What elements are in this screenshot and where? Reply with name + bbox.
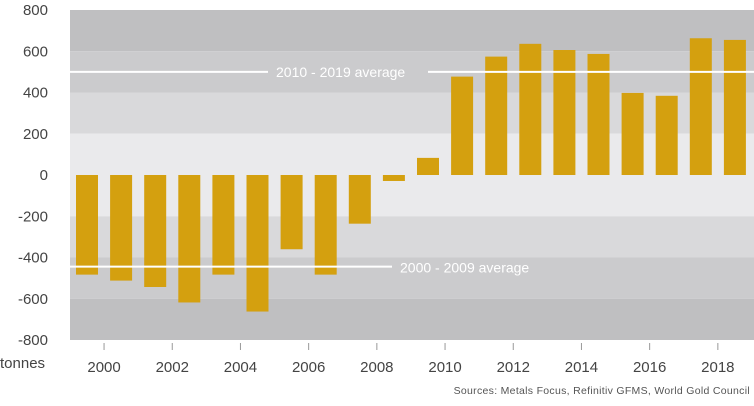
bar-2011 (451, 76, 474, 175)
y-tick-label: 600 (23, 43, 48, 60)
background-band (70, 298, 754, 340)
x-tick-label: 2018 (701, 359, 734, 376)
bar-2013 (519, 43, 542, 176)
background-band (70, 133, 754, 175)
x-tick-label: 2008 (360, 359, 393, 376)
x-axis: 2000 2002 2004 2006 2008 2010 2012 2014 2016 2018 (87, 343, 735, 376)
y-tick-label: 800 (23, 2, 48, 19)
bars (76, 38, 746, 312)
average-label-2010-2019: 2010 - 2019 average (276, 64, 405, 80)
bar-2006 (280, 175, 303, 250)
average-label-2000-2009: 2000 - 2009 average (400, 260, 529, 276)
background-bands (70, 10, 754, 340)
background-band (70, 10, 754, 52)
x-tick-label: 2010 (428, 359, 461, 376)
y-tick-label: 200 (23, 126, 48, 143)
x-tick-label: 2006 (292, 359, 325, 376)
average-lines: 2010 - 2019 average 2000 - 2009 average (70, 64, 754, 276)
bar-2015 (587, 53, 610, 175)
bar-2000 (76, 175, 98, 275)
y-axis-unit-label: tonnes (0, 355, 45, 372)
bar-2001 (110, 175, 133, 281)
background-band (70, 175, 754, 217)
bar-2016 (621, 92, 644, 175)
bar-2008 (348, 175, 371, 224)
bar-2007 (314, 175, 337, 275)
source-note: Sources: Metals Focus, Refinitiv GFMS, W… (454, 385, 750, 397)
y-tick-label: -400 (18, 250, 48, 267)
bar-2002 (144, 175, 167, 287)
x-tick-label: 2012 (497, 359, 530, 376)
y-axis: 800 600 400 200 0 -200 -400 -600 -800 (18, 2, 48, 349)
x-tick-label: 2014 (565, 359, 598, 376)
y-tick-label: -800 (18, 332, 48, 349)
bar-2010 (417, 157, 439, 175)
bar-2018 (689, 38, 712, 175)
y-tick-label: -200 (18, 208, 48, 225)
bar-2004 (212, 175, 235, 275)
bar-2014 (553, 50, 576, 176)
background-band (70, 92, 754, 134)
bar-2003 (178, 175, 201, 303)
x-tick-label: 2016 (633, 359, 666, 376)
y-tick-label: -600 (18, 291, 48, 308)
x-tick-label: 2002 (156, 359, 189, 376)
background-band (70, 216, 754, 258)
bar-2005 (246, 175, 269, 312)
bar-2017 (655, 95, 678, 175)
y-tick-label: 400 (23, 85, 48, 102)
bar-2019 (723, 39, 746, 175)
x-tick-label: 2004 (224, 359, 257, 376)
y-tick-label: 0 (40, 167, 48, 184)
x-tick-label: 2000 (87, 359, 120, 376)
bar-2009 (382, 175, 405, 181)
bar-2012 (485, 56, 508, 175)
